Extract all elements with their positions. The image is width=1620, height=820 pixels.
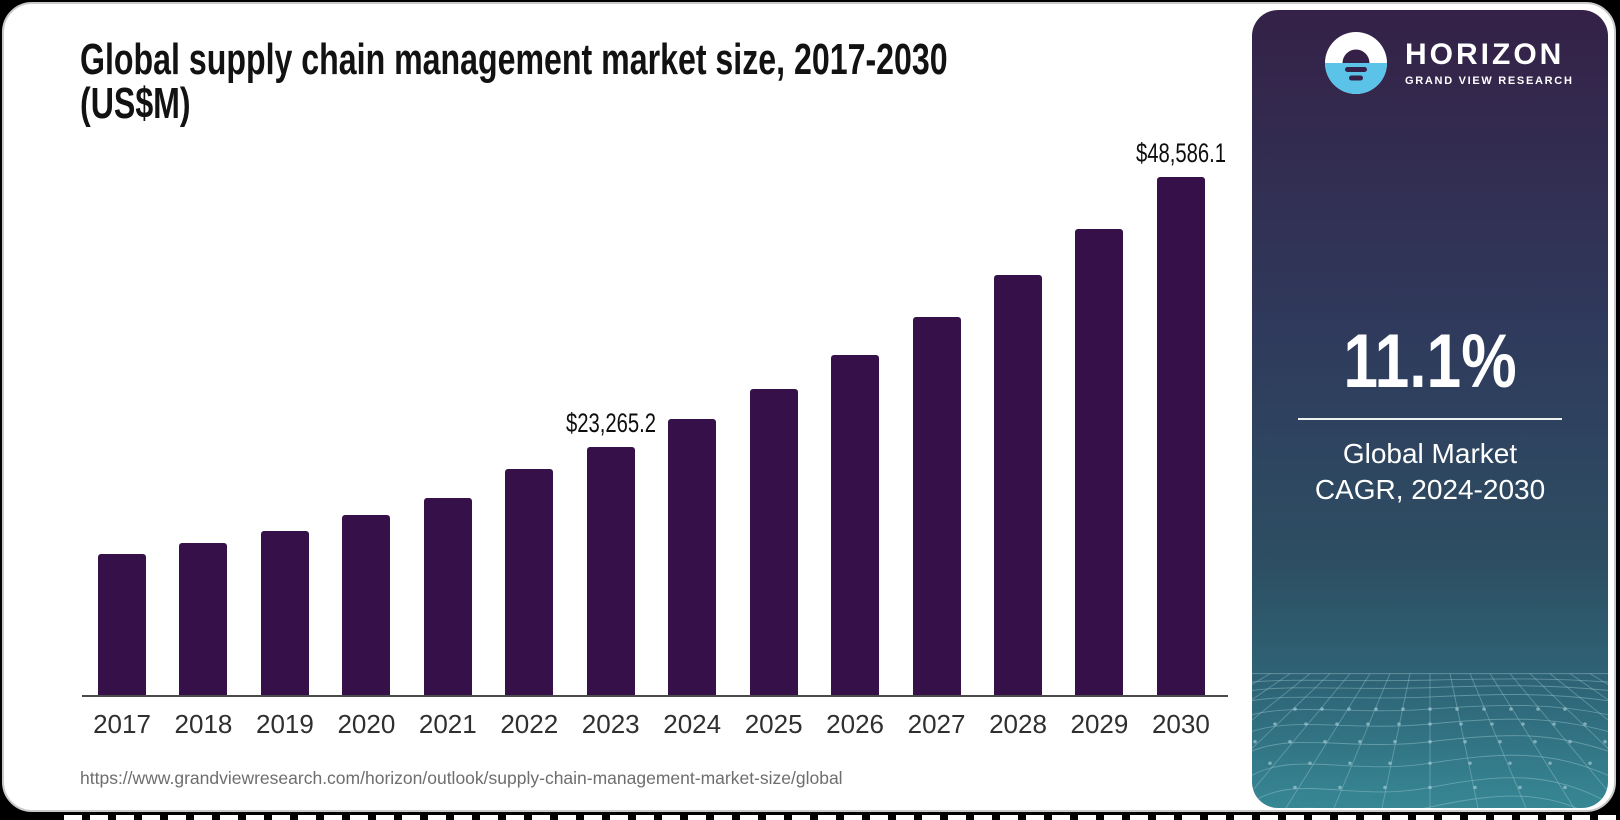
cagr-label-line1: Global Market	[1342, 437, 1518, 469]
x-tick-2024: 2024	[663, 709, 722, 739]
bar-column-2030: $48,586.1 2030	[1136, 138, 1226, 739]
bar-2022	[505, 469, 554, 695]
bottom-dashed-strip	[64, 815, 1620, 820]
bar-2017	[98, 554, 146, 695]
bar-column-2021: 2021	[419, 498, 477, 739]
bar-column-2020: 2020	[337, 515, 395, 739]
x-axis-line	[82, 695, 1228, 697]
stat-divider	[1298, 417, 1562, 420]
horizon-sunset-icon	[1325, 32, 1387, 94]
x-tick-2019: 2019	[255, 709, 314, 739]
chart-title-line1: Global supply chain management market si…	[80, 35, 948, 84]
bar-column-2028: 2028	[989, 275, 1047, 739]
bar-2021	[423, 498, 472, 695]
brand-subtitle: GRAND VIEW RESEARCH	[1405, 74, 1574, 87]
chart-title-line2: (US$M)	[80, 79, 191, 128]
bar-column-2026: 2026	[826, 355, 884, 739]
bar-2024	[668, 419, 717, 695]
x-tick-2017: 2017	[93, 709, 151, 739]
logo: HORIZON GRAND VIEW RESEARCH	[1325, 32, 1574, 94]
bar-column-2024: 2024	[663, 419, 721, 739]
bar-chart: 2017 2018 2019 2020 2021 2022 $23,265.2 2023 202…	[93, 138, 1226, 739]
bar-column-2018: 2018	[175, 543, 232, 739]
bar-2026	[831, 355, 880, 695]
bar-2027	[912, 317, 961, 695]
bar-2023: $23,265.2	[566, 408, 656, 695]
x-tick-2020: 2020	[337, 709, 396, 739]
bar-column-2022: 2022	[500, 469, 558, 739]
bar-column-2025: 2025	[745, 389, 803, 739]
cagr-label-line2: CAGR, 2024-2030	[1314, 473, 1546, 505]
sidebar: HORIZON GRAND VIEW RESEARCH 11.1% Global…	[1252, 10, 1608, 808]
x-tick-2022: 2022	[500, 709, 559, 739]
bar-2030: $48,586.1	[1136, 138, 1226, 695]
logo-text: HORIZON GRAND VIEW RESEARCH	[1405, 39, 1574, 87]
x-tick-2021: 2021	[418, 709, 477, 739]
bar-column-2019: 2019	[256, 531, 314, 739]
bar-2019	[260, 531, 309, 695]
bar-column-2017: 2017	[93, 554, 151, 739]
x-tick-2029: 2029	[1070, 709, 1129, 739]
x-tick-2030: 2030	[1151, 709, 1210, 739]
bar-2028	[993, 275, 1042, 695]
data-label-2023: $23,265.2	[565, 408, 656, 438]
x-tick-2023: 2023	[581, 709, 640, 739]
bar-2020	[342, 515, 391, 695]
bar-column-2023: $23,265.2 2023	[566, 408, 656, 739]
bar-column-2029: 2029	[1071, 229, 1128, 739]
chart-title: Global supply chain management market si…	[80, 38, 1029, 126]
cagr-stat: 11.1% Global Market CAGR, 2024-2030	[1252, 320, 1608, 508]
bar-2018	[179, 543, 228, 695]
x-tick-2028: 2028	[989, 709, 1047, 739]
bar-2029	[1075, 229, 1124, 695]
wireframe-mesh-pattern	[1252, 673, 1608, 808]
data-label-2030: $48,586.1	[1135, 138, 1226, 168]
x-tick-2018: 2018	[174, 709, 233, 739]
x-tick-2025: 2025	[744, 709, 803, 739]
brand-name: HORIZON	[1405, 38, 1565, 72]
cagr-value: 11.1%	[1343, 319, 1517, 404]
bar-column-2027: 2027	[908, 317, 965, 739]
bar-2025	[749, 389, 798, 695]
x-tick-2026: 2026	[826, 709, 884, 739]
x-tick-2027: 2027	[907, 709, 966, 739]
source-url: https://www.grandviewresearch.com/horizo…	[80, 768, 843, 788]
